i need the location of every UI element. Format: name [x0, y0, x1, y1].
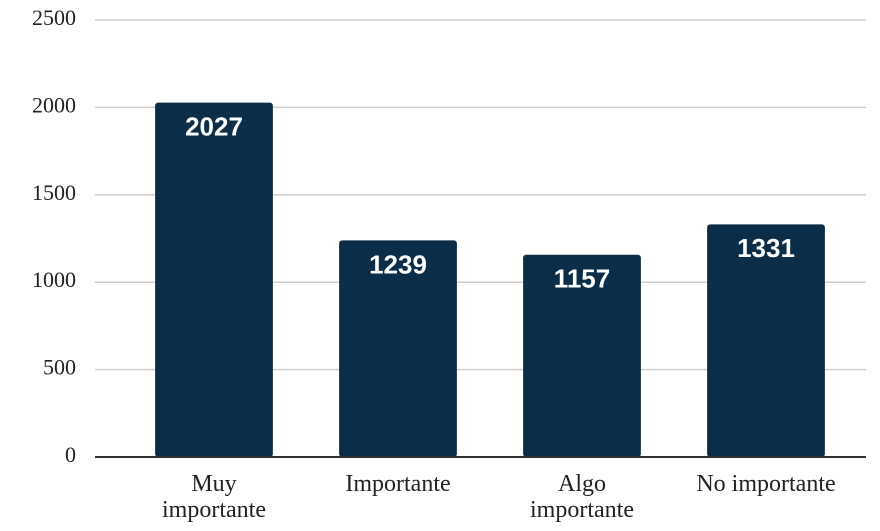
y-tick-label: 1000 [32, 267, 76, 292]
y-tick-label: 2500 [32, 5, 76, 30]
x-tick-label: Algo importante [530, 471, 634, 523]
x-tick-label: Muy importante [162, 471, 266, 523]
bar [339, 240, 457, 457]
bar [523, 254, 641, 457]
y-tick-label: 500 [43, 355, 76, 380]
y-tick-label: 2000 [32, 92, 76, 117]
y-tick-label: 1500 [32, 180, 76, 205]
value-label: 1157 [554, 264, 610, 294]
bar [707, 224, 825, 457]
value-label: 1239 [369, 249, 427, 279]
bar [155, 102, 273, 458]
y-tick-label: 0 [65, 442, 76, 467]
x-tick-label: Importante [345, 471, 451, 497]
value-label: 2027 [185, 112, 243, 142]
x-tick-label: No importante [696, 471, 836, 497]
value-label: 1331 [737, 233, 795, 263]
